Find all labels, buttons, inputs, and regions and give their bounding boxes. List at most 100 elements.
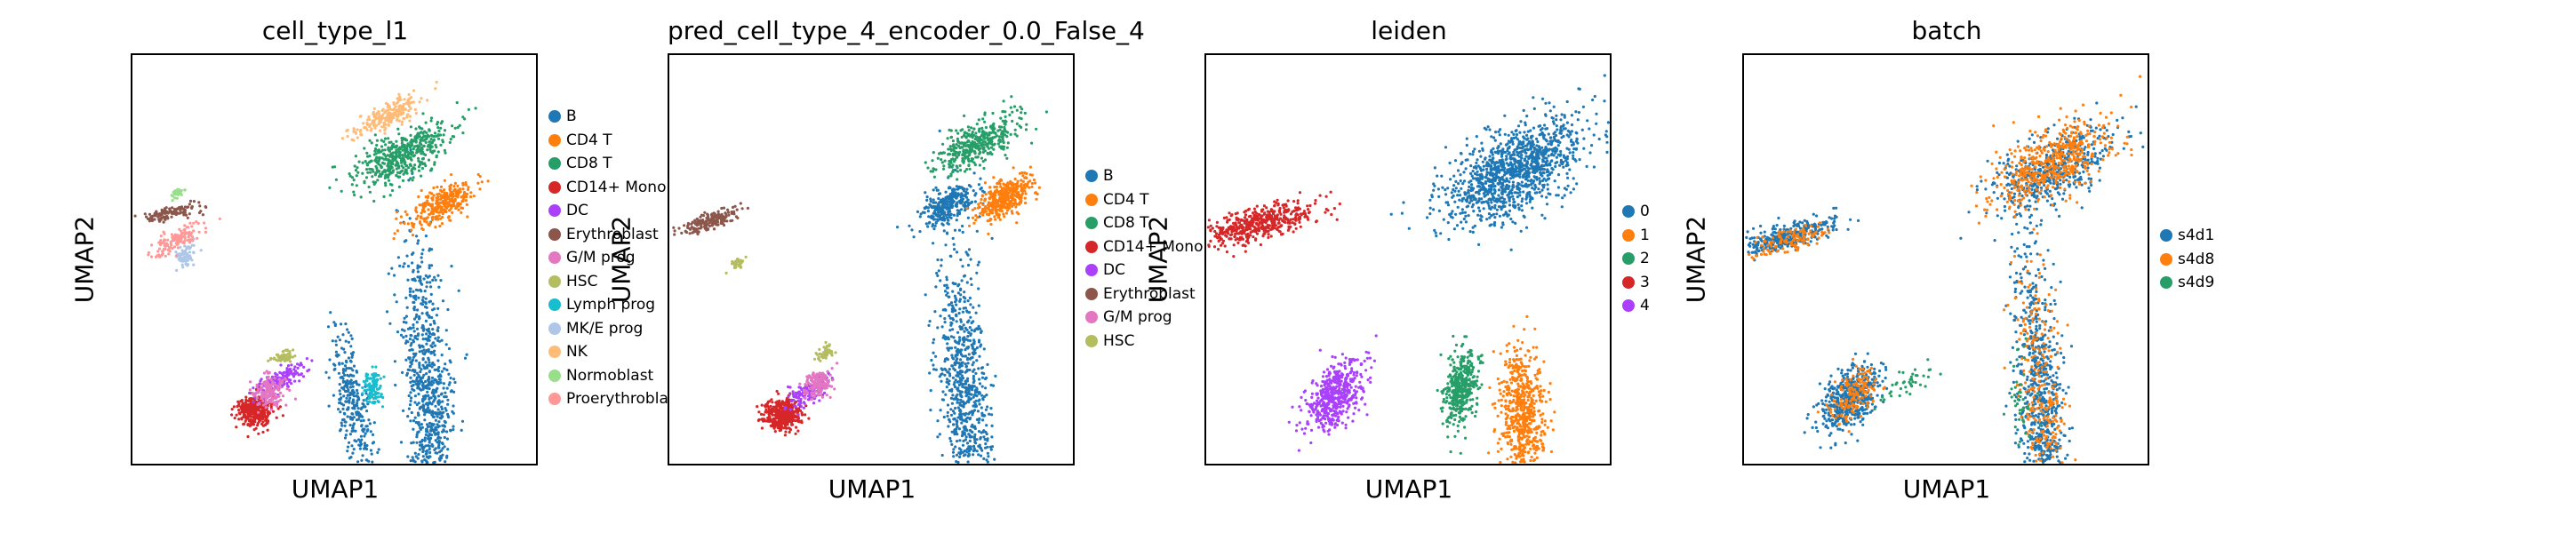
scatter-point [377, 170, 380, 173]
scatter-point [268, 386, 271, 390]
legend-label: CD4 T [566, 131, 612, 149]
scatter-point [407, 368, 412, 372]
scatter-point [428, 147, 432, 151]
scatter-point [263, 395, 267, 399]
scatter-point [400, 164, 404, 168]
scatter-point [962, 344, 965, 347]
scatter-point [408, 287, 412, 290]
scatter-point [410, 442, 413, 445]
scatter-point [175, 208, 179, 211]
legend-item: MK/E prog [548, 317, 682, 341]
scatter-point [410, 410, 413, 415]
scatter-point [997, 135, 1001, 139]
scatter-point [1021, 174, 1025, 178]
scatter-point [998, 218, 1002, 221]
scatter-point [261, 403, 265, 407]
scatter-point [974, 311, 978, 314]
scatter-point [341, 407, 345, 410]
scatter-point [400, 123, 404, 126]
scatter-point [431, 410, 435, 413]
scatter-point [420, 282, 423, 285]
scatter-point [344, 339, 348, 343]
scatter-point [988, 133, 991, 137]
scatter-point [979, 201, 982, 204]
scatter-point [404, 321, 408, 324]
scatter-point [398, 150, 402, 154]
legend-label: CD8 T [566, 155, 612, 173]
scatter-point [955, 219, 958, 222]
scatter-point [440, 405, 444, 409]
scatter-point [965, 155, 969, 158]
scatter-point [326, 325, 331, 329]
scatter-point [951, 195, 955, 198]
scatter-point [428, 249, 431, 252]
scatter-point [988, 186, 992, 189]
scatter-point [428, 441, 431, 444]
scatter-point [987, 147, 990, 150]
scatter-point [1024, 192, 1028, 195]
scatter-point [421, 112, 425, 115]
scatter-point [946, 342, 949, 346]
scatter-point [396, 171, 400, 174]
scatter-point [412, 306, 416, 310]
scatter-point [413, 451, 417, 455]
scatter-point [446, 448, 450, 451]
scatter-point [412, 300, 415, 304]
scatter-point [275, 404, 279, 408]
scatter-point [164, 218, 167, 221]
scatter-point [187, 226, 190, 229]
scatter-point [430, 365, 434, 369]
scatter-point [955, 359, 958, 362]
scatter-point [1011, 204, 1014, 208]
scatter-point [393, 293, 396, 297]
scatter-point [346, 400, 350, 403]
scatter-point [419, 276, 422, 280]
scatter-point [252, 423, 256, 426]
scatter-point [931, 159, 934, 163]
scatter-point [431, 302, 435, 306]
scatter-point [186, 216, 189, 219]
scatter-point [947, 222, 950, 226]
scatter-point [416, 431, 420, 434]
scatter-point [414, 288, 418, 291]
scatter-point [472, 195, 476, 198]
scatter-point [437, 439, 441, 442]
scatter-point [945, 231, 949, 235]
scatter-point [169, 240, 172, 243]
scatter-point [416, 214, 420, 218]
scatter-point [1032, 178, 1036, 182]
scatter-point [966, 216, 970, 219]
scatter-point [409, 380, 412, 384]
scatter-point [966, 335, 970, 338]
scatter-point [341, 369, 345, 372]
scatter-point [396, 256, 400, 259]
scatter-point [355, 184, 358, 187]
scatter-point [380, 405, 385, 409]
scatter-point [248, 388, 252, 392]
scatter-point [239, 405, 243, 409]
scatter-point [188, 221, 192, 225]
scatter-point [944, 243, 948, 247]
scatter-point [966, 198, 970, 202]
scatter-point [427, 380, 430, 384]
scatter-point [266, 428, 269, 432]
scatter-point [433, 353, 436, 356]
series-points [328, 100, 477, 203]
scatter-point [964, 201, 968, 204]
scatter-point [951, 318, 956, 322]
scatter-point [424, 297, 428, 300]
scatter-point [955, 422, 958, 426]
scatter-point [366, 118, 370, 122]
scatter-point [273, 403, 276, 407]
scatter-point [964, 348, 967, 352]
scatter-point [977, 260, 980, 264]
scatter-point [440, 407, 444, 411]
scatter-point [446, 307, 450, 312]
scatter-point [171, 246, 174, 251]
scatter-point [267, 375, 270, 378]
scatter-point [940, 161, 944, 164]
scatter-point [180, 263, 184, 266]
scatter-point [279, 386, 283, 389]
scatter-point [442, 133, 445, 137]
scatter-point [420, 380, 424, 384]
